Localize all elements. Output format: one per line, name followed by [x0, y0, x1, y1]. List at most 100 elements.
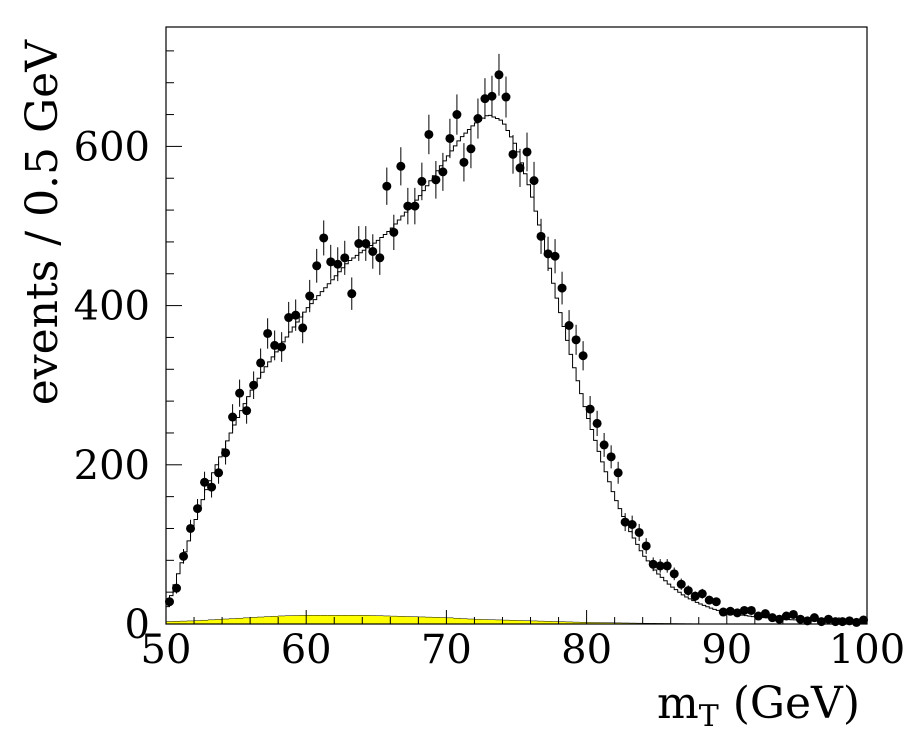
data-marker [760, 609, 770, 619]
data-marker [585, 404, 595, 414]
data-marker [375, 253, 385, 263]
data-point [333, 247, 343, 282]
data-point [291, 299, 301, 331]
y-axis-label: events / 0.5 GeV [17, 39, 68, 405]
data-point [662, 559, 672, 573]
data-point [214, 461, 224, 484]
data-marker [382, 181, 392, 191]
data-point [690, 591, 700, 601]
data-point [494, 53, 504, 96]
data-point [732, 608, 742, 618]
data-point [438, 152, 448, 191]
data-point [718, 607, 728, 617]
data-point [592, 410, 602, 437]
data-point [543, 236, 553, 272]
data-marker [739, 605, 749, 615]
data-marker [522, 147, 532, 157]
data-marker [186, 523, 196, 533]
data-marker [326, 257, 336, 267]
data-marker [592, 418, 602, 428]
data-marker [781, 611, 791, 621]
data-point [473, 98, 483, 139]
data-point [704, 595, 714, 605]
data-point [767, 613, 777, 623]
data-marker [487, 91, 497, 101]
data-point [249, 371, 259, 399]
x-tick-label: 60 [281, 627, 332, 673]
data-marker [704, 595, 714, 605]
data-point [578, 341, 588, 371]
data-point [403, 187, 413, 225]
data-marker [459, 157, 469, 167]
data-point [389, 214, 399, 251]
data-point [319, 220, 329, 256]
data-marker [550, 251, 560, 261]
data-point [760, 609, 770, 619]
axis-ticks [165, 50, 868, 625]
data-marker [361, 239, 371, 249]
data-point [179, 549, 189, 564]
data-marker [795, 614, 805, 624]
data-marker [557, 283, 567, 293]
data-marker [802, 616, 812, 626]
y-tick-label: 400 [74, 284, 150, 330]
data-point [802, 616, 812, 626]
data-point [739, 605, 749, 615]
data-marker [613, 468, 623, 478]
data-point [480, 78, 490, 120]
data-point [669, 567, 679, 581]
data-point [851, 617, 861, 627]
data-point [263, 318, 273, 349]
data-marker [662, 561, 672, 571]
data-marker [410, 201, 420, 211]
tick-labels: 50 60 70 80 90 100 0 200 400 600 [74, 124, 906, 673]
data-marker [298, 323, 308, 333]
data-marker [403, 201, 413, 211]
data-points-layer [165, 53, 868, 627]
data-point [375, 240, 385, 275]
data-point [235, 379, 245, 407]
plot-frame [165, 26, 868, 625]
data-marker [599, 440, 609, 450]
data-point [298, 312, 308, 344]
data-point [613, 461, 623, 484]
data-point [270, 330, 280, 361]
data-point [501, 76, 511, 118]
data-point [382, 167, 392, 205]
data-point [641, 538, 651, 554]
data-marker [193, 504, 203, 514]
data-marker [319, 233, 329, 243]
data-marker [452, 110, 462, 120]
data-point [557, 271, 567, 305]
data-point [221, 441, 231, 465]
data-marker [333, 259, 343, 269]
data-point [774, 614, 784, 624]
data-marker [179, 551, 189, 561]
data-point [396, 147, 406, 186]
data-point [746, 605, 756, 615]
data-marker [515, 163, 525, 173]
data-marker [627, 520, 637, 529]
data-marker [424, 129, 434, 139]
data-point [753, 611, 763, 621]
data-point [305, 279, 315, 313]
x-axis-label-subscript: T [699, 699, 719, 733]
data-point [417, 162, 427, 201]
data-marker [655, 561, 665, 571]
data-marker [606, 452, 616, 462]
data-marker [578, 351, 588, 361]
data-marker [340, 253, 350, 263]
data-point [284, 301, 294, 334]
y-tick-label: 200 [74, 443, 150, 489]
data-marker [249, 380, 259, 390]
data-point [725, 606, 735, 616]
data-point [515, 148, 525, 187]
data-marker [396, 161, 406, 171]
data-marker [641, 541, 651, 551]
data-point [466, 129, 476, 169]
data-marker [312, 261, 322, 271]
data-marker [536, 231, 546, 241]
data-marker [501, 92, 511, 102]
data-point [340, 240, 350, 275]
data-marker [466, 144, 476, 154]
